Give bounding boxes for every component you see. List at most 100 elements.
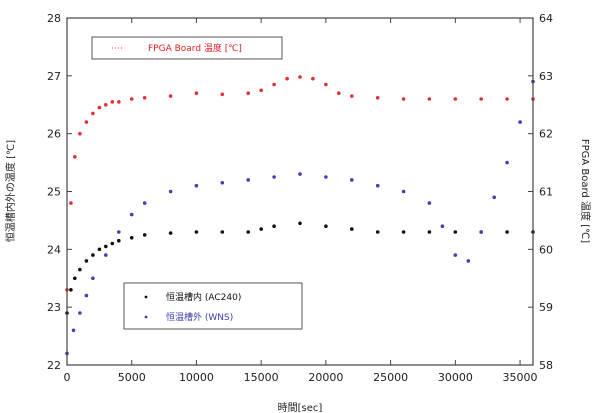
wns-point <box>492 195 497 200</box>
fpga-point <box>129 97 134 101</box>
ac240-point <box>427 230 432 234</box>
y-axis-right-ticks: 58 59 60 61 62 63 64 <box>528 12 553 372</box>
x-tick-label: 10000 <box>179 371 214 384</box>
wns-point <box>129 212 134 217</box>
ac240-point <box>246 230 250 234</box>
fpga-point <box>78 131 82 136</box>
y-left-tick-label: 25 <box>47 186 61 199</box>
wns-point <box>518 120 522 124</box>
y-left-tick-label: 22 <box>47 359 61 372</box>
fpga-point <box>104 103 108 107</box>
ac240-point <box>298 221 302 226</box>
fpga-point <box>110 100 115 104</box>
x-tick-label: 5000 <box>118 371 146 384</box>
ac240-point <box>350 227 354 231</box>
wns-point <box>375 183 380 188</box>
wns-point <box>220 181 225 185</box>
wns-point <box>78 311 82 315</box>
y-right-tick-label: 59 <box>539 301 553 314</box>
legend-wns-label: 恒温槽外 (WNS) <box>166 311 233 323</box>
x-tick-label: 35000 <box>503 371 538 384</box>
x-axis-label: 時間[sec] <box>278 402 323 413</box>
ac240-point <box>110 241 115 246</box>
ac240-point <box>324 224 328 228</box>
wns-point <box>440 224 445 228</box>
fpga-point <box>73 155 77 159</box>
ac240-point <box>91 253 95 257</box>
y-right-tick-label: 64 <box>539 12 553 25</box>
ac240-point <box>220 230 225 234</box>
legend-ac240-swatch <box>144 295 148 299</box>
legend-bottom: 恒温槽内 (AC240) 恒温槽外 (WNS) <box>123 282 303 330</box>
fpga-point <box>427 97 432 101</box>
fpga-point <box>194 91 199 95</box>
wns-point <box>466 259 471 263</box>
wns-point <box>194 183 199 188</box>
wns-point <box>401 189 406 194</box>
wns-point <box>71 328 76 333</box>
legend-top: FPGA Board 温度 [℃] <box>91 36 283 60</box>
ac240-point <box>69 288 73 292</box>
ac240-point <box>259 227 264 231</box>
fpga-point <box>479 97 484 101</box>
y-axis-left-label: 恒温槽内外の温度 [℃] <box>4 140 17 242</box>
ac240-point <box>375 230 380 234</box>
wns-point <box>479 230 484 234</box>
ac240-point <box>142 233 147 237</box>
fpga-point <box>350 94 354 98</box>
wns-point <box>142 201 147 205</box>
fpga-point <box>259 88 264 93</box>
wns-point <box>453 253 458 257</box>
wns-point <box>272 175 276 179</box>
wns-point <box>91 276 95 281</box>
fpga-point <box>69 201 73 205</box>
fpga-point <box>272 82 276 87</box>
x-axis-ticks: 0 5000 10000 15000 20000 25000 30000 35000 <box>64 18 538 384</box>
wns-point <box>168 189 173 194</box>
legend-bottom-box <box>123 282 303 330</box>
x-tick-label: 30000 <box>438 371 473 384</box>
fpga-point <box>324 82 328 87</box>
ac240-point <box>104 244 108 249</box>
y-left-tick-label: 24 <box>47 243 61 256</box>
wns-point <box>84 293 89 298</box>
series-fpga-board-points <box>65 75 535 292</box>
legend-ac240-label: 恒温槽内 (AC240) <box>166 291 241 303</box>
ac240-point <box>194 230 199 234</box>
fpga-point <box>337 91 341 95</box>
ac240-point <box>78 267 82 272</box>
wns-point <box>427 201 432 205</box>
y-right-tick-label: 62 <box>539 128 553 141</box>
y-left-tick-label: 28 <box>47 12 61 25</box>
fpga-point <box>505 97 509 101</box>
ac240-point <box>168 231 173 235</box>
ac240-point <box>117 238 121 243</box>
fpga-point <box>401 97 406 101</box>
y-right-tick-label: 58 <box>539 359 553 372</box>
y-left-tick-label: 23 <box>47 301 61 314</box>
x-tick-label: 0 <box>64 371 71 384</box>
y-left-tick-label: 26 <box>47 128 61 141</box>
fpga-point <box>298 75 302 79</box>
x-tick-label: 20000 <box>308 371 343 384</box>
ac240-point <box>453 230 458 234</box>
fpga-point <box>246 91 250 95</box>
ac240-point <box>129 236 134 240</box>
fpga-point <box>84 120 89 124</box>
fpga-point <box>117 100 121 104</box>
fpga-point <box>375 96 380 100</box>
x-tick-label: 25000 <box>373 371 408 384</box>
fpga-point <box>311 76 315 81</box>
fpga-point <box>142 96 147 100</box>
wns-point <box>246 178 250 182</box>
y-right-tick-label: 63 <box>539 70 553 83</box>
y-axis-left-ticks: 22 23 24 25 26 27 28 <box>47 12 72 372</box>
legend-fpga-label: FPGA Board 温度 [℃] <box>148 42 242 54</box>
ac240-point <box>97 247 102 252</box>
ac240-point <box>272 224 276 228</box>
fpga-point <box>285 76 289 81</box>
ac240-point <box>505 230 509 234</box>
wns-point <box>350 178 354 182</box>
ac240-point <box>84 259 89 263</box>
